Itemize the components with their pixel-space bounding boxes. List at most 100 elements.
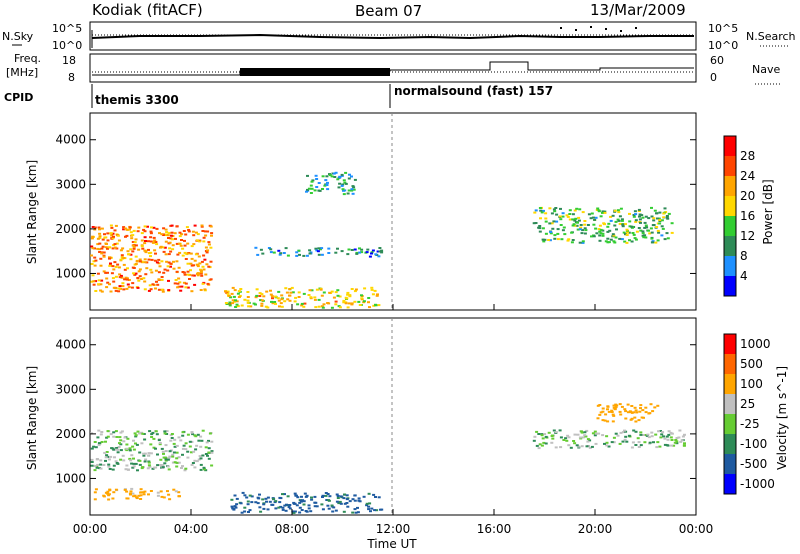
echo-cell: [577, 219, 581, 222]
colorbar-tick-label: 24: [740, 169, 755, 183]
date-label: 13/Mar/2009: [590, 1, 686, 19]
echo-cell: [198, 262, 202, 265]
echo-cell: [554, 431, 558, 434]
echo-cell: [324, 179, 328, 182]
echo-cell: [274, 295, 278, 298]
echo-cell: [201, 282, 205, 285]
echo-cell: [122, 440, 126, 443]
echo-cell: [585, 429, 589, 432]
echo-cell: [313, 495, 317, 498]
echo-cell: [178, 235, 182, 238]
echo-cell: [281, 506, 285, 509]
echo-cell: [177, 242, 181, 245]
echo-cell: [123, 488, 127, 491]
echo-cell: [576, 228, 580, 231]
echo-cell: [290, 286, 294, 289]
echo-cell: [110, 234, 114, 237]
echo-cell: [621, 225, 625, 228]
echo-cell: [348, 294, 352, 297]
echo-cell: [552, 220, 556, 223]
echo-cell: [206, 230, 210, 233]
echo-cell: [338, 500, 342, 503]
echo-cell: [612, 404, 616, 407]
echo-cell: [133, 494, 137, 497]
echo-cell: [131, 282, 135, 285]
echo-cell: [186, 252, 190, 255]
echo-cell: [302, 503, 306, 506]
echo-cell: [378, 247, 382, 249]
echo-cell: [157, 288, 161, 291]
echo-cell: [181, 465, 184, 468]
echo-cell: [246, 503, 250, 506]
echo-cell: [198, 240, 202, 243]
echo-cell: [368, 255, 372, 258]
echo-cell: [303, 492, 307, 495]
echo-cell: [203, 258, 207, 261]
echo-cell: [177, 495, 181, 498]
echo-cell: [137, 270, 141, 273]
echo-cell: [633, 416, 637, 419]
echo-cell: [130, 462, 134, 465]
echo-cell: [120, 254, 124, 257]
echo-cell: [356, 511, 360, 514]
echo-cell: [293, 492, 297, 495]
echo-cell: [95, 466, 99, 469]
echo-cell: [542, 209, 545, 212]
echo-cell: [539, 209, 543, 212]
echo-cell: [345, 498, 349, 501]
echo-cell: [183, 273, 187, 276]
echo-cell: [607, 241, 611, 244]
echo-cell: [96, 436, 100, 439]
echo-cell: [309, 510, 313, 513]
echo-cell: [175, 444, 179, 447]
echo-cell: [154, 269, 158, 272]
echo-cell: [303, 302, 307, 305]
echo-cell: [95, 458, 99, 460]
echo-cell: [102, 464, 106, 466]
y-tick-label: 1000: [55, 266, 86, 280]
echo-cell: [233, 494, 237, 497]
echo-cell: [167, 457, 171, 460]
echo-cell: [566, 215, 570, 218]
echo-cell: [566, 434, 570, 437]
echo-cell: [606, 230, 610, 233]
colorbar-segment: [724, 374, 736, 394]
echo-cell: [647, 436, 651, 439]
echo-cell: [274, 302, 277, 305]
echo-cell: [170, 231, 174, 234]
echo-cell: [117, 239, 121, 242]
echo-cell: [302, 500, 306, 503]
echo-cell: [603, 210, 607, 213]
echo-cell: [576, 433, 580, 436]
echo-cell: [232, 295, 236, 298]
echo-cell: [157, 439, 161, 442]
echo-cell: [353, 300, 357, 303]
echo-cell: [190, 440, 194, 443]
echo-cell: [141, 432, 145, 435]
echo-cell: [90, 245, 94, 248]
echo-cell: [112, 435, 116, 438]
colorbar-tick-label: -100: [740, 437, 767, 451]
echo-cell: [132, 272, 136, 275]
echo-cell: [291, 291, 295, 294]
echo-cell: [159, 246, 162, 249]
echo-cell: [637, 210, 641, 212]
echo-cell: [574, 217, 578, 220]
echo-cell: [149, 236, 153, 239]
echo-cell: [107, 498, 111, 501]
echo-cell: [143, 288, 147, 291]
echo-cell: [180, 467, 183, 469]
echo-region: [224, 286, 381, 309]
echo-cell: [147, 493, 150, 496]
echo-cell: [245, 496, 249, 499]
echo-cell: [555, 213, 559, 216]
echo-cell: [638, 215, 641, 218]
echo-cell: [209, 246, 213, 249]
echo-cell: [264, 497, 268, 500]
echo-cell: [260, 302, 264, 305]
echo-cell: [571, 224, 575, 227]
echo-cell: [120, 256, 124, 259]
echo-cell: [103, 233, 106, 236]
echo-cell: [544, 442, 548, 445]
echo-cell: [313, 501, 317, 504]
